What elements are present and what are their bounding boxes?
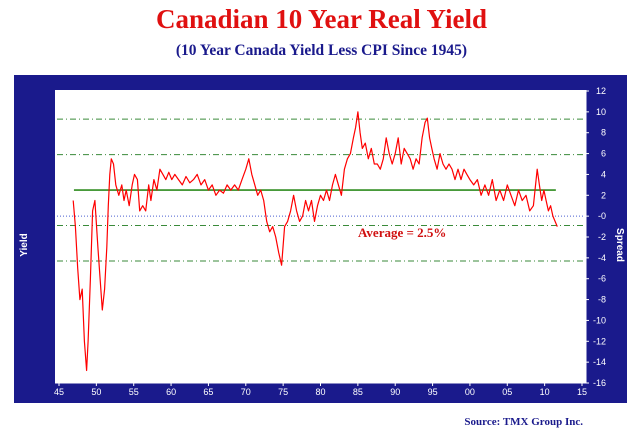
x-tick-label: 50 xyxy=(91,387,101,397)
y-axis-label: Yield xyxy=(19,233,30,257)
y-tick-label: -2 xyxy=(598,232,606,242)
y2-axis-label: Spread xyxy=(614,228,625,262)
y-tick-label: 4 xyxy=(601,169,606,179)
x-tick-label: 45 xyxy=(54,387,64,397)
y-tick-label: -4 xyxy=(598,253,606,263)
y-tick-label: -12 xyxy=(593,336,606,346)
x-tick-label: 75 xyxy=(278,387,288,397)
x-tick-label: 55 xyxy=(129,387,139,397)
x-tick-label: 85 xyxy=(353,387,363,397)
x-tick-label: 70 xyxy=(241,387,251,397)
chart-title: Canadian 10 Year Real Yield xyxy=(155,4,487,34)
y-tick-label: -6 xyxy=(598,274,606,284)
x-tick-label: 10 xyxy=(540,387,550,397)
x-tick-label: 80 xyxy=(315,387,325,397)
y-tick-label: -8 xyxy=(598,295,606,305)
x-tick-label: 15 xyxy=(577,387,587,397)
y-tick-label: -16 xyxy=(593,378,606,388)
average-annotation: Average = 2.5% xyxy=(358,225,446,240)
y-tick-label: -14 xyxy=(593,357,606,367)
y-tick-label: 2 xyxy=(601,190,606,200)
y-tick-label: 10 xyxy=(596,107,606,117)
y-tick-label: 12 xyxy=(596,86,606,96)
chart-subtitle: (10 Year Canada Yield Less CPI Since 194… xyxy=(175,42,468,59)
source-note: Source: TMX Group Inc. xyxy=(464,416,583,428)
y-tick-label: 8 xyxy=(601,128,606,138)
y-tick-label: -10 xyxy=(593,315,606,325)
y-tick-label: 6 xyxy=(601,149,606,159)
x-tick-label: 95 xyxy=(428,387,438,397)
y-tick-label: -0 xyxy=(598,211,606,221)
series-line xyxy=(72,111,558,372)
x-tick-label: 65 xyxy=(203,387,213,397)
x-tick-label: 00 xyxy=(465,387,475,397)
x-tick-label: 05 xyxy=(502,387,512,397)
x-tick-label: 60 xyxy=(166,387,176,397)
plot-area xyxy=(55,90,586,383)
x-tick-label: 90 xyxy=(390,387,400,397)
